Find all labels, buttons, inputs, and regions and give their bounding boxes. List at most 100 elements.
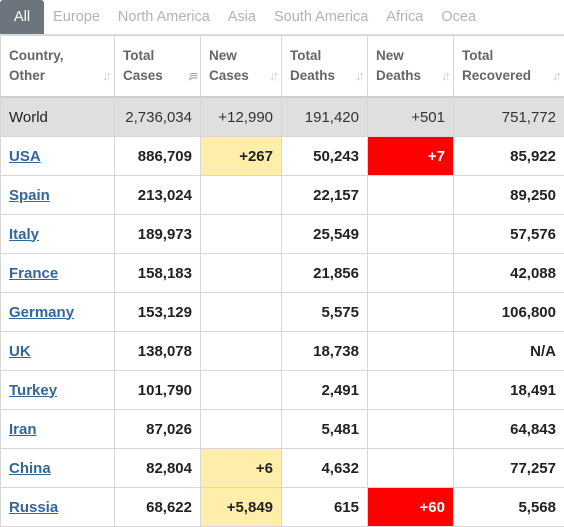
col-header-label: Recovered [462,68,531,83]
tab-africa[interactable]: Africa [377,0,432,34]
col-header-label: Cases [209,68,249,83]
new-deaths-cell [368,215,454,254]
col-header-new-cases[interactable]: New Cases ↓↑ [201,36,282,98]
col-header-label: Total [462,48,493,63]
sort-arrows-icon[interactable]: ↓↑ [269,66,276,86]
total-recovered-cell: 5,568 [454,488,564,527]
table-row: Turkey 101,790 2,491 18,491 [1,371,564,410]
col-header-label: New [209,48,237,63]
new-cases-cell [201,410,282,449]
total-recovered-cell: 89,250 [454,176,564,215]
col-header-label: Total [123,48,154,63]
col-header-label: Other [9,68,45,83]
col-header-label: Total [290,48,321,63]
region-tabs: All Europe North America Asia South Amer… [0,0,564,35]
tab-europe[interactable]: Europe [44,0,109,34]
total-deaths-cell: 25,549 [282,215,368,254]
new-cases-cell [201,176,282,215]
new-deaths-cell: +501 [368,97,454,137]
sort-arrows-icon[interactable]: ↓↑ [355,66,362,86]
table-row: USA 886,709 +267 50,243 +7 85,922 [1,137,564,176]
country-link[interactable]: Iran [9,421,37,438]
country-cell: Iran [1,410,115,449]
country-cell: China [1,449,115,488]
total-deaths-cell: 4,632 [282,449,368,488]
total-recovered-cell: 18,491 [454,371,564,410]
sort-desc-icon[interactable]: ↓≡ [187,66,195,86]
new-cases-cell: +12,990 [201,97,282,137]
total-recovered-cell: 85,922 [454,137,564,176]
table-row: Germany 153,129 5,575 106,800 [1,293,564,332]
country-link[interactable]: Russia [9,499,58,516]
table-header-row: Country, Other ↓↑ Total Cases ↓≡ New Cas… [1,36,564,98]
total-deaths-cell: 2,491 [282,371,368,410]
new-cases-cell: +6 [201,449,282,488]
new-deaths-cell [368,254,454,293]
total-deaths-cell: 5,575 [282,293,368,332]
new-cases-cell [201,254,282,293]
total-recovered-cell: 751,772 [454,97,564,137]
country-link[interactable]: Italy [9,226,39,243]
new-deaths-cell [368,176,454,215]
covid-stats-table: Country, Other ↓↑ Total Cases ↓≡ New Cas… [0,35,564,527]
total-deaths-cell: 18,738 [282,332,368,371]
sort-arrows-icon[interactable]: ↓↑ [102,66,109,86]
col-header-total-deaths[interactable]: Total Deaths ↓↑ [282,36,368,98]
table-row: France 158,183 21,856 42,088 [1,254,564,293]
new-cases-cell [201,371,282,410]
new-deaths-cell [368,332,454,371]
total-cases-cell: 138,078 [115,332,201,371]
new-cases-cell [201,332,282,371]
tab-south-america[interactable]: South America [265,0,377,34]
new-deaths-cell: +7 [368,137,454,176]
country-cell: Turkey [1,371,115,410]
col-header-total-recovered[interactable]: Total Recovered ↓↑ [454,36,564,98]
country-cell: France [1,254,115,293]
total-recovered-cell: 64,843 [454,410,564,449]
col-header-label: Cases [123,68,163,83]
tab-oceania[interactable]: Ocea [432,0,485,34]
total-cases-cell: 2,736,034 [115,97,201,137]
total-cases-cell: 82,804 [115,449,201,488]
country-cell: Italy [1,215,115,254]
country-link[interactable]: France [9,265,58,282]
country-cell: Spain [1,176,115,215]
country-link[interactable]: Germany [9,304,74,321]
new-cases-cell: +5,849 [201,488,282,527]
total-recovered-cell: 77,257 [454,449,564,488]
country-link[interactable]: UK [9,343,31,360]
table-row: Spain 213,024 22,157 89,250 [1,176,564,215]
country-link[interactable]: USA [9,148,41,165]
new-deaths-cell: +60 [368,488,454,527]
tab-all[interactable]: All [0,0,44,34]
new-cases-cell: +267 [201,137,282,176]
table-row: Italy 189,973 25,549 57,576 [1,215,564,254]
total-cases-cell: 153,129 [115,293,201,332]
country-name: World [1,97,115,137]
total-cases-cell: 87,026 [115,410,201,449]
new-deaths-cell [368,410,454,449]
col-header-total-cases[interactable]: Total Cases ↓≡ [115,36,201,98]
country-link[interactable]: Turkey [9,382,57,399]
total-cases-cell: 213,024 [115,176,201,215]
tab-north-america[interactable]: North America [109,0,219,34]
total-deaths-cell: 5,481 [282,410,368,449]
col-header-new-deaths[interactable]: New Deaths ↓↑ [368,36,454,98]
total-deaths-cell: 191,420 [282,97,368,137]
total-recovered-cell: N/A [454,332,564,371]
total-cases-cell: 158,183 [115,254,201,293]
total-deaths-cell: 615 [282,488,368,527]
col-header-country[interactable]: Country, Other ↓↑ [1,36,115,98]
new-cases-cell [201,215,282,254]
sort-arrows-icon[interactable]: ↓↑ [441,66,448,86]
sort-arrows-icon[interactable]: ↓↑ [552,66,559,86]
col-header-label: Deaths [290,68,335,83]
country-link[interactable]: Spain [9,187,50,204]
country-link[interactable]: China [9,460,51,477]
total-cases-cell: 189,973 [115,215,201,254]
total-cases-cell: 886,709 [115,137,201,176]
tab-asia[interactable]: Asia [219,0,265,34]
country-cell: Germany [1,293,115,332]
new-deaths-cell [368,449,454,488]
total-recovered-cell: 42,088 [454,254,564,293]
